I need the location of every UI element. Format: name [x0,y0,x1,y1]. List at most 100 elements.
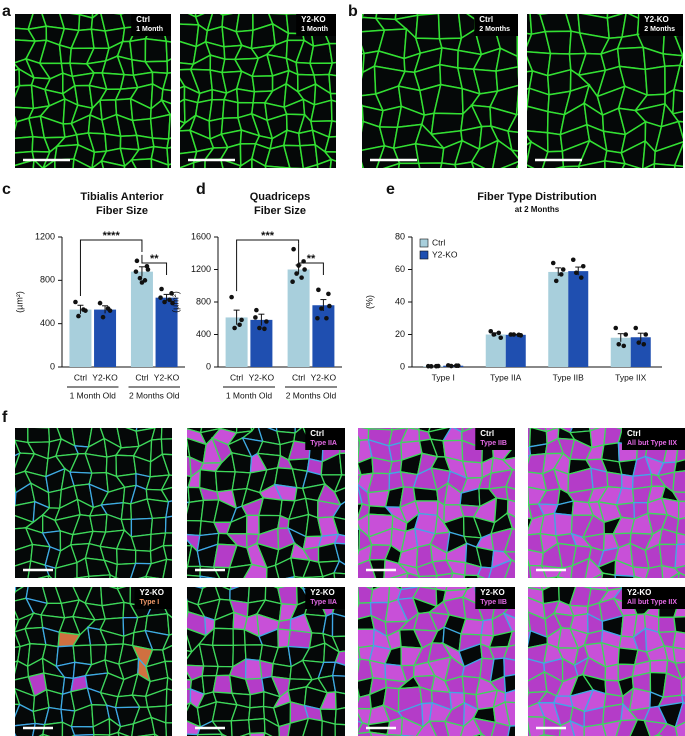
fiber-cell [528,716,545,736]
data-point [580,263,586,269]
micrograph: Ctrl All but Type IIX [528,428,685,578]
fiber-cell [367,428,394,431]
micrograph-sublabel: 1 Month [301,26,328,33]
fiber-cell [187,565,201,577]
data-point [170,300,175,306]
fiber-cell [167,163,171,168]
data-point [296,263,301,268]
fiber-cell [287,717,310,736]
fiber-cell [528,684,530,694]
fiber-cell [562,165,580,168]
fiber-cell [328,61,336,77]
label-box [621,587,685,609]
x-tick-label: Type IIX [615,372,647,382]
fiber-cell [144,558,168,578]
data-point [229,294,234,300]
fiber-cell [621,473,634,490]
chart-title: Tibialis Anterior [80,191,164,203]
fiber-cell [109,573,117,578]
bar [312,305,335,367]
fiber-cell [479,732,486,736]
fiber-cell [239,0,257,12]
fiber-cell [453,161,475,168]
fiber-cell [321,720,336,736]
data-point [326,291,331,297]
micrograph [12,411,172,578]
data-point [133,269,139,274]
significance-label: ** [150,253,159,265]
data-point [167,297,172,303]
data-point [97,300,103,306]
fiber-cell [247,717,266,734]
y-tick-label: 0 [50,361,55,371]
bar [225,317,248,367]
fiber-cell [658,543,678,569]
fiber-cell [508,0,531,11]
fiber-cell [673,64,683,93]
fiber-cell [615,428,624,430]
y-axis-label: (µm²) [170,291,180,313]
fiber-cell [673,33,683,57]
fiber-cell [162,532,172,547]
data-point [491,332,497,337]
fiber-cell [577,159,606,168]
micrograph-sublabel: Type I [140,599,160,606]
chart-subtitle: at 2 Months [515,205,560,214]
fiber-cell [528,428,530,429]
fiber-cell [78,14,94,32]
fiber-cell [604,160,627,168]
fiber-cell [503,673,515,694]
fiber-cell [677,120,683,141]
fiber-cell [117,722,135,736]
fiber-cell [669,14,677,17]
fiber-cell [507,130,518,152]
fiber-cell [515,88,518,116]
y-tick-label: 1200 [191,264,211,274]
fiber-cell [249,690,265,709]
fiber-cell [663,428,675,431]
data-point [76,313,81,319]
fiber-cell [165,40,171,63]
fiber-cell [671,88,683,115]
data-point [327,303,332,309]
fiber-cell [475,413,498,424]
fiber-cell [541,587,560,605]
fiber-cell [37,574,51,578]
micrograph: Y2-KO Type I [15,587,172,736]
label-box [639,14,683,36]
fiber-cell [113,14,122,15]
fiber-cell [517,705,527,725]
fiber-cell [681,694,685,705]
significance-bracket [79,239,143,296]
micrograph-label: Y2-KO [140,588,164,597]
data-point [291,246,296,252]
label-box [305,428,345,450]
fiber-cell [12,411,28,427]
fiber-cell [506,511,515,531]
fiber-cell [0,27,14,43]
fiber-cell [362,161,364,168]
fiber-cell [675,517,685,536]
micrograph-label: Y2-KO [301,15,325,24]
fiber-cell [527,164,535,168]
fiber-cell [116,548,137,566]
data-point [302,267,307,272]
fiber-cell [528,558,531,567]
fiber-cell [397,162,421,168]
fiber-cell [362,71,364,80]
x-tick-label: Ctrl [74,372,87,382]
fiber-cell [89,513,108,533]
fiber-cell [369,587,391,604]
data-point [633,325,639,331]
fiber-cell [167,113,171,141]
significance-bracket [298,243,324,275]
fiber-cell [506,498,515,518]
fiber-cell [34,428,50,429]
panel-label: d [196,181,206,198]
fiber-cell [69,14,81,16]
fiber-cell [172,573,185,591]
fiber-cell [674,661,685,681]
bar [610,337,631,367]
fiber-cell [518,658,527,682]
fiber-cell [388,441,403,463]
